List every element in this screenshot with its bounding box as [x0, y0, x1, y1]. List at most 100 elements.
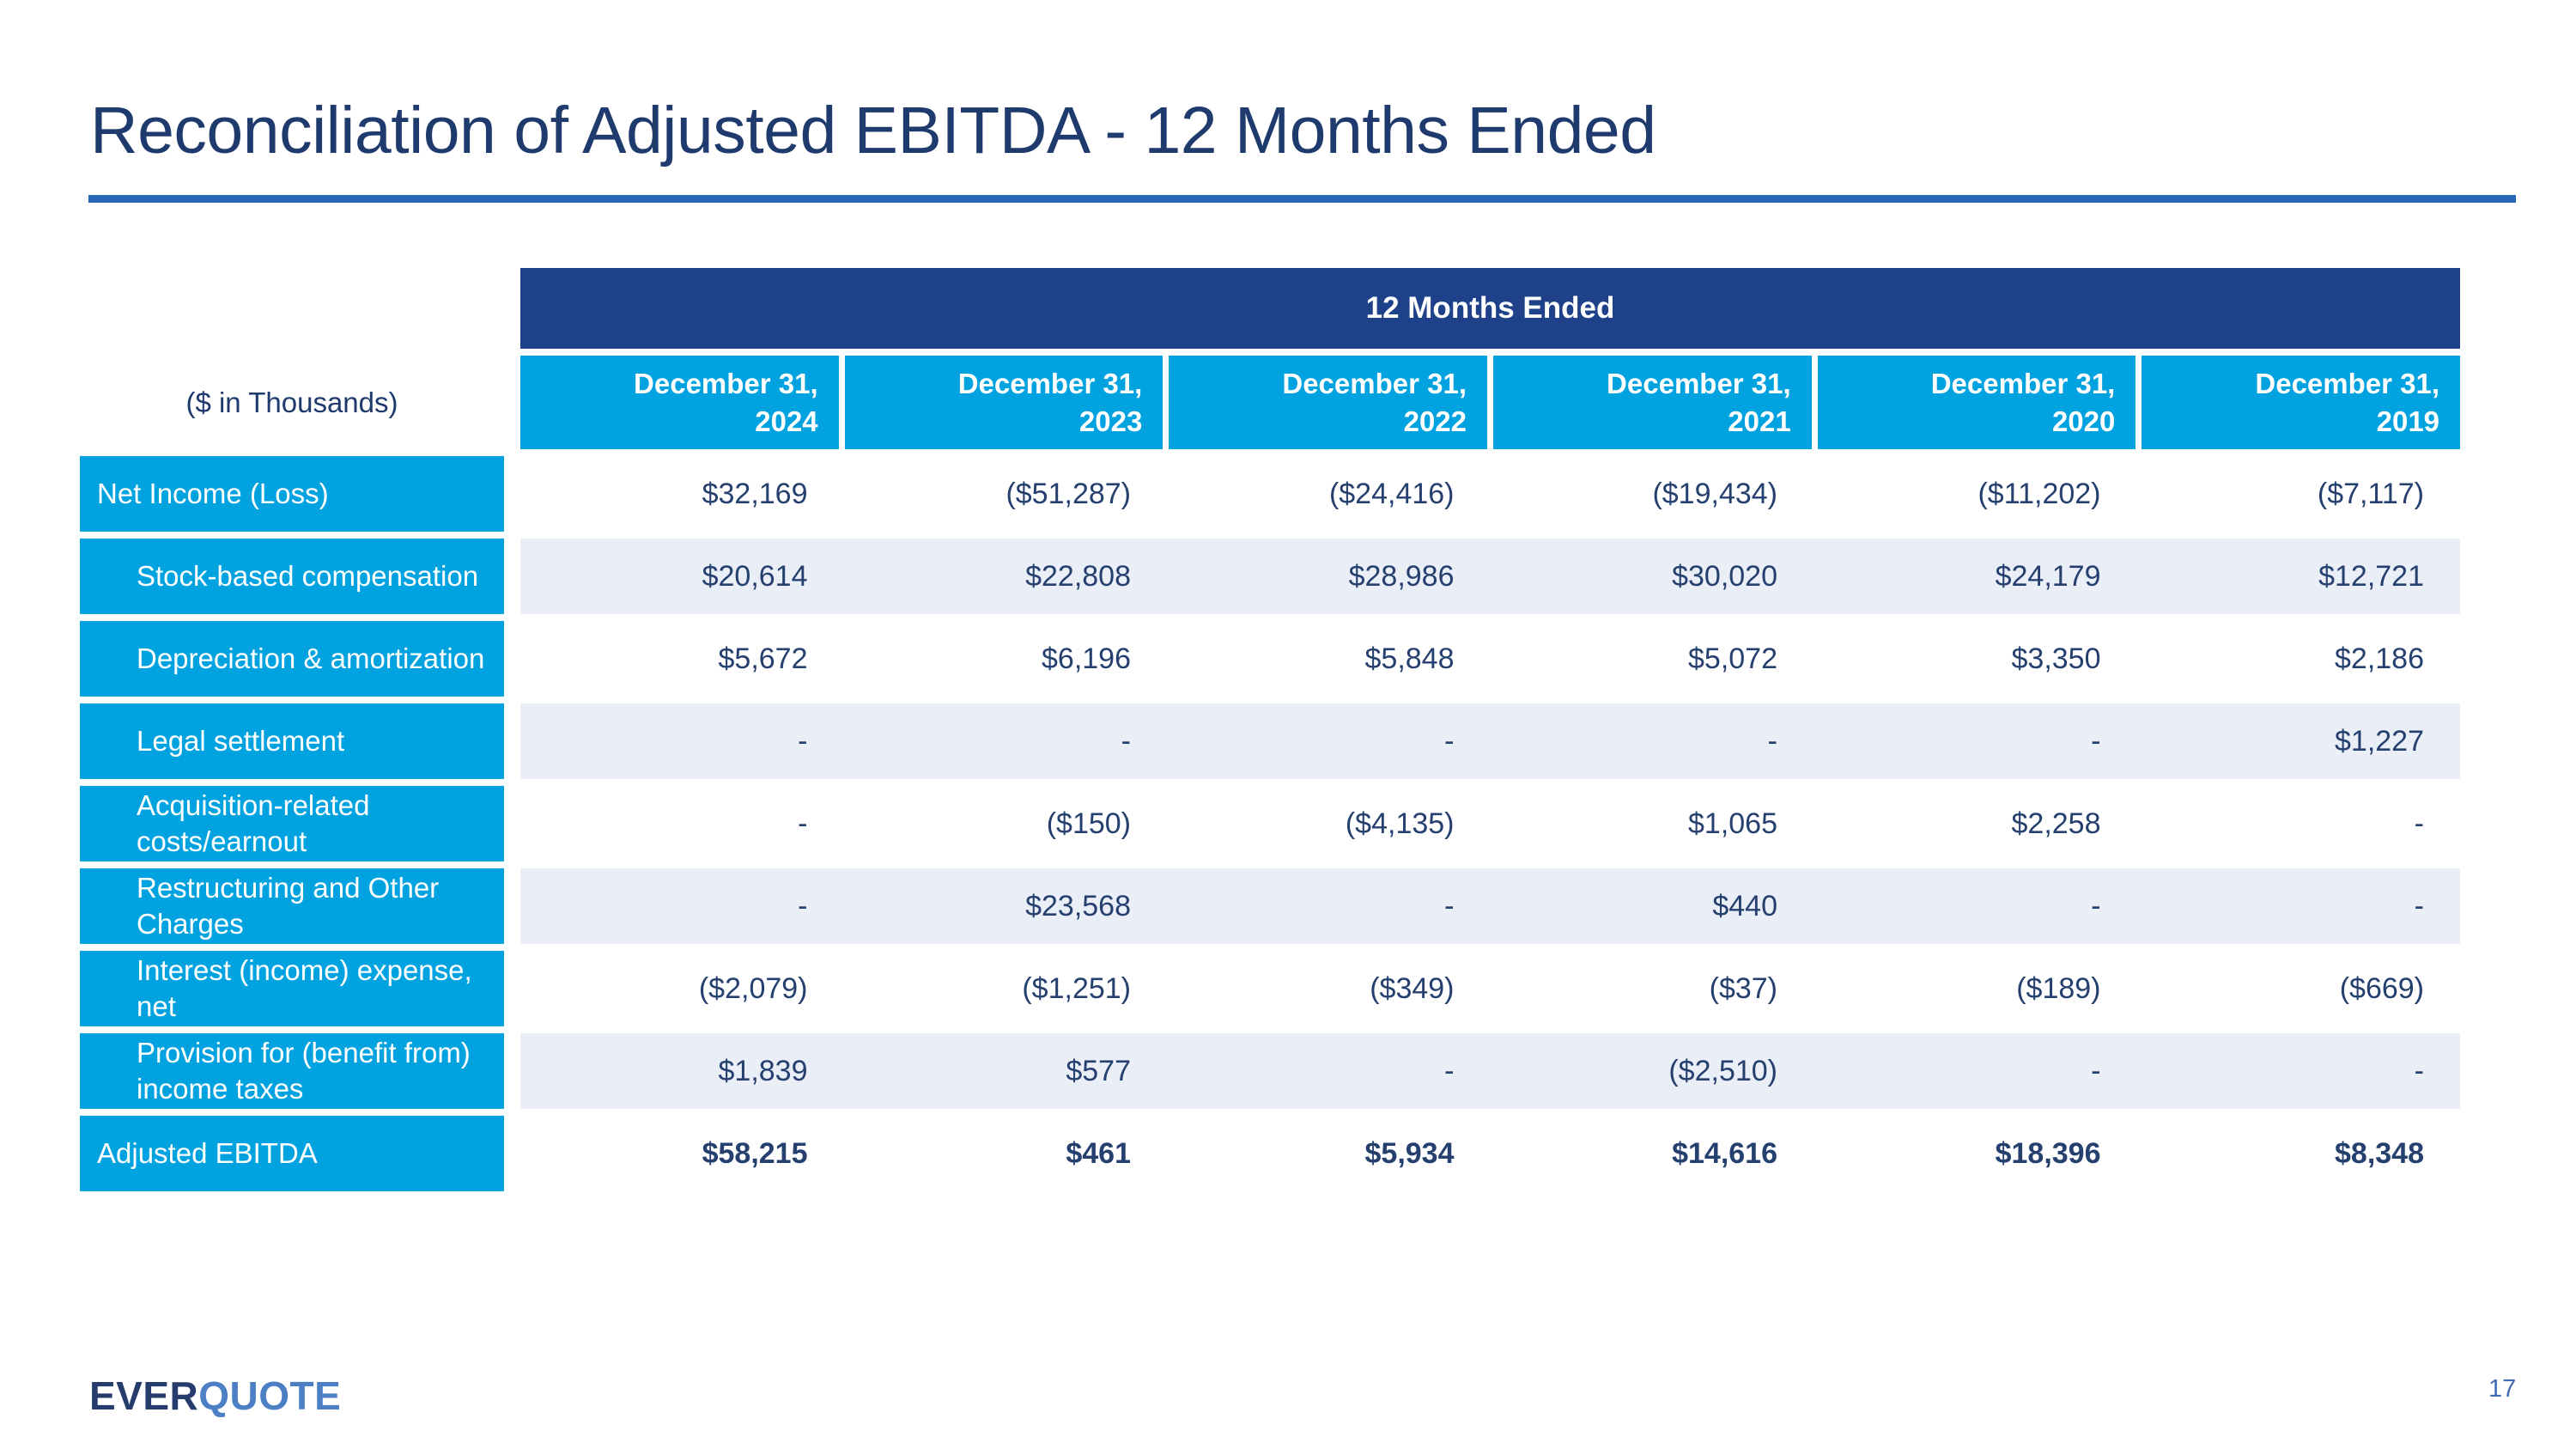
- ebitda-reconciliation-table: 12 Months Ended ($ in Thousands) Decembe…: [80, 268, 2461, 1191]
- value-cell: -: [798, 807, 808, 840]
- column-header: December 31, 2020: [1817, 356, 2136, 449]
- row-values: ($2,079) ($1,251) ($349) ($37) ($189) ($669): [520, 951, 2460, 1026]
- value-cell: ($2,510): [1668, 1054, 1777, 1087]
- value-cell: $24,179: [1995, 559, 2101, 593]
- column-header: December 31, 2021: [1493, 356, 1812, 449]
- value-cell: -: [798, 724, 808, 758]
- value-cell: -: [1121, 724, 1131, 758]
- value-cell: ($11,202): [1978, 477, 2101, 510]
- column-header: December 31, 2024: [520, 356, 839, 449]
- value-cell: $5,672: [718, 642, 808, 675]
- value-cell: $23,568: [1025, 889, 1131, 922]
- value-cell: $14,616: [1672, 1136, 1777, 1170]
- value-cell: -: [2414, 889, 2424, 922]
- value-cell: ($189): [2016, 971, 2101, 1005]
- value-cell: $20,614: [702, 559, 808, 593]
- value-cell: -: [2414, 1054, 2424, 1087]
- value-cell: $18,396: [1995, 1136, 2101, 1170]
- row-values: $20,614 $22,808 $28,986 $30,020 $24,179 $12,7…: [520, 539, 2460, 614]
- table-row: Acquisition-related costs/earnout - ($150)…: [80, 786, 2460, 861]
- value-cell: ($669): [2339, 971, 2424, 1005]
- page-number: 17: [2488, 1375, 2517, 1403]
- value-cell: $32,169: [702, 477, 808, 510]
- table-row: Restructuring and Other Charges - $23,568-…: [80, 868, 2460, 944]
- value-cell: -: [1444, 889, 1455, 922]
- column-header: December 31, 2023: [844, 356, 1163, 449]
- value-cell: -: [2091, 724, 2101, 758]
- value-cell: ($150): [1046, 807, 1131, 840]
- row-values: - - - - - $1,227: [520, 703, 2460, 779]
- unit-label: ($ in Thousands): [185, 386, 398, 418]
- row-label-cell: Legal settlement: [80, 703, 504, 779]
- row-label-cell: Restructuring and Other Charges: [80, 868, 504, 944]
- value-cell: -: [2091, 889, 2101, 922]
- table-row: Depreciation & amortization $5,672 $6,196 $…: [80, 621, 2460, 697]
- value-cell: $22,808: [1025, 559, 1131, 593]
- value-cell: $28,986: [1348, 559, 1455, 593]
- value-cell: $5,848: [1364, 642, 1455, 675]
- page-title: Reconciliation of Adjusted EBITDA - 12 M…: [90, 94, 1656, 167]
- value-cell: $461: [1066, 1136, 1131, 1170]
- value-cell: $577: [1066, 1054, 1131, 1087]
- row-label-cell: Acquisition-related costs/earnout: [80, 786, 504, 861]
- row-label-cell: Provision for (benefit from) income taxe…: [80, 1033, 504, 1109]
- value-cell: ($349): [1370, 971, 1455, 1005]
- value-cell: $3,350: [2011, 642, 2101, 675]
- value-cell: -: [798, 889, 808, 922]
- row-values: $32,169 ($51,287) ($24,416) ($19,434) ($11,2…: [520, 456, 2460, 532]
- row-label-cell: Depreciation & amortization: [80, 621, 504, 697]
- value-cell: ($7,117): [2317, 477, 2424, 510]
- table-row: Net Income (Loss) $32,169 ($51,287) ($24,41…: [80, 456, 2460, 532]
- table-row: Adjusted EBITDA $58,215 $461 $5,934 $14,616 $…: [80, 1116, 2460, 1191]
- everquote-logo: EVERQUOTE: [89, 1373, 341, 1419]
- value-cell: ($24,416): [1328, 477, 1455, 510]
- row-values: $5,672 $6,196 $5,848 $5,072 $3,350 $2,186: [520, 621, 2460, 697]
- value-cell: ($2,079): [698, 971, 808, 1005]
- table-row: Stock-based compensation $20,614 $22,808 $2…: [80, 539, 2460, 614]
- value-cell: $58,215: [702, 1136, 808, 1170]
- value-cell: -: [1444, 1054, 1455, 1087]
- row-label-cell: Interest (income) expense, net: [80, 951, 504, 1026]
- table-header-row: ($ in Thousands) December 31, 2024 Decembe…: [80, 356, 2461, 449]
- value-cell: ($37): [1709, 971, 1777, 1005]
- table-row: Interest (income) expense, net ($2,079) ($…: [80, 951, 2460, 1026]
- logo-ever: EVER: [89, 1373, 199, 1418]
- value-cell: $12,721: [2318, 559, 2424, 593]
- value-cell: $1,839: [718, 1054, 808, 1087]
- row-values: $58,215 $461 $5,934 $14,616 $18,396 $8,348: [520, 1116, 2460, 1191]
- value-cell: ($4,135): [1345, 807, 1455, 840]
- row-label-cell: Net Income (Loss): [80, 456, 504, 532]
- value-cell: ($1,251): [1022, 971, 1131, 1005]
- value-cell: $1,065: [1688, 807, 1777, 840]
- column-header: December 31, 2022: [1169, 356, 1488, 449]
- value-cell: $6,196: [1042, 642, 1131, 675]
- value-cell: ($51,287): [1005, 477, 1131, 510]
- table-row: Legal settlement - - - - - $1,227: [80, 703, 2460, 779]
- value-cell: -: [1767, 724, 1777, 758]
- column-header: December 31, 2019: [2142, 356, 2461, 449]
- value-cell: $30,020: [1672, 559, 1777, 593]
- value-cell: $8,348: [2335, 1136, 2424, 1170]
- value-cell: -: [2414, 807, 2424, 840]
- title-underline: [88, 195, 2516, 203]
- value-cell: $1,227: [2335, 724, 2424, 758]
- column-headers: December 31, 2024 December 31, 2023 December…: [520, 356, 2461, 449]
- value-cell: -: [2091, 1054, 2101, 1087]
- value-cell: $2,258: [2011, 807, 2101, 840]
- row-values: - $23,568 - $440 - -: [520, 868, 2460, 944]
- value-cell: ($19,434): [1652, 477, 1777, 510]
- value-cell: $5,934: [1364, 1136, 1455, 1170]
- value-cell: $5,072: [1688, 642, 1777, 675]
- table-body: Net Income (Loss) $32,169 ($51,287) ($24,41…: [80, 456, 2460, 1191]
- months-ended-banner: 12 Months Ended: [520, 268, 2460, 349]
- logo-quote: QUOTE: [198, 1373, 342, 1418]
- row-label-cell: Adjusted EBITDA: [80, 1116, 504, 1191]
- table-row: Provision for (benefit from) income taxe…: [80, 1033, 2460, 1109]
- value-cell: $440: [1712, 889, 1777, 922]
- value-cell: $2,186: [2335, 642, 2424, 675]
- row-values: - ($150) ($4,135) $1,065 $2,258 -: [520, 786, 2460, 861]
- row-label-cell: Stock-based compensation: [80, 539, 504, 614]
- row-values: $1,839 $577 - ($2,510) - -: [520, 1033, 2460, 1109]
- value-cell: -: [1444, 724, 1455, 758]
